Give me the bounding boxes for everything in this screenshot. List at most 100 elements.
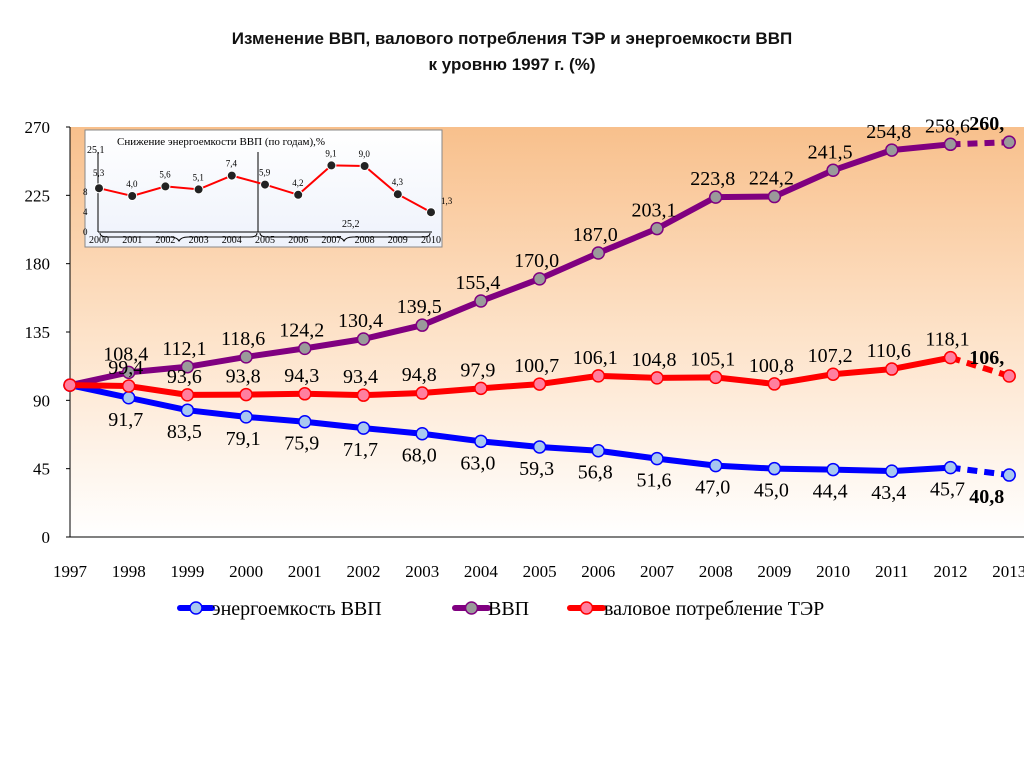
- inset-data-point: [94, 183, 104, 194]
- inset-x-tick-label: 2003: [189, 235, 209, 246]
- data-point: [532, 377, 547, 391]
- data-point: [180, 388, 195, 402]
- data-label: 51,6: [637, 470, 672, 492]
- data-point: [298, 341, 312, 356]
- series-line: [67, 354, 954, 399]
- inset-data-point: [226, 170, 237, 181]
- data-label: 91,7: [108, 409, 143, 431]
- data-point: [885, 362, 899, 376]
- data-label: 45,0: [754, 480, 789, 502]
- inset-data-label: 1,3: [441, 196, 453, 206]
- data-label: 106,: [969, 347, 1004, 369]
- x-tick-label: 2011: [875, 562, 908, 581]
- x-tick-label: 2002: [347, 562, 381, 581]
- data-label: 93,4: [343, 366, 378, 388]
- inset-y-tick-label: 4: [83, 207, 88, 217]
- inset-brace: [99, 232, 258, 243]
- data-point: [121, 391, 136, 405]
- inset-data-label: 4,0: [126, 179, 138, 189]
- data-point: [767, 461, 782, 476]
- data-label: 100,7: [514, 355, 559, 377]
- data-label: 203,1: [632, 200, 677, 222]
- inset-data-point: [160, 181, 171, 192]
- inset-x-tick-label: 2006: [288, 235, 308, 246]
- inset-x-tick-label: 2001: [122, 235, 142, 246]
- data-point: [943, 350, 958, 365]
- legend-label: энергоемкость ВВП: [212, 598, 382, 620]
- data-point: [239, 387, 253, 402]
- series-forecast-line: [950, 139, 1010, 148]
- data-point: [943, 460, 958, 475]
- inset-x-tick-label: 2000: [89, 235, 109, 246]
- data-point: [591, 246, 606, 260]
- inset-data-label: 9,0: [359, 149, 371, 159]
- data-point: [708, 370, 723, 385]
- x-tick-label: 2012: [934, 562, 968, 581]
- data-label: 79,1: [226, 428, 261, 450]
- y-tick-label: 135: [25, 323, 51, 342]
- data-point: [532, 272, 547, 286]
- data-point: [415, 386, 429, 400]
- data-point: [767, 377, 782, 391]
- data-label: 260,: [969, 113, 1004, 135]
- inset-data-label: 9,1: [325, 148, 336, 158]
- data-point: [298, 414, 312, 429]
- inset-x-tick-label: 2009: [388, 235, 408, 246]
- series-forecast-line: [949, 354, 1011, 379]
- legend-label: валовое потребление ТЭР: [604, 598, 824, 620]
- x-tick-label: 2004: [464, 562, 499, 581]
- inset-data-label: 5,3: [93, 168, 105, 178]
- data-point: [650, 371, 664, 385]
- data-point: [826, 367, 840, 381]
- data-label: 155,4: [455, 272, 500, 294]
- data-point: [298, 387, 312, 401]
- data-point: [474, 381, 488, 396]
- inset-data-label: 7,4: [226, 159, 238, 169]
- data-point: [591, 443, 606, 458]
- x-tick-label: 2000: [229, 562, 263, 581]
- data-point: [356, 421, 371, 435]
- series-line: [67, 141, 954, 389]
- inset-x-tick-label: 2002: [155, 235, 175, 246]
- data-point: [650, 221, 664, 236]
- legend-marker: [189, 601, 203, 615]
- data-point: [474, 434, 488, 449]
- data-point: [180, 403, 195, 417]
- data-label: 40,8: [969, 486, 1004, 508]
- data-label: 118,6: [221, 328, 265, 350]
- data-point: [708, 458, 723, 473]
- data-label: 94,3: [284, 365, 319, 387]
- x-tick-label: 1998: [112, 562, 146, 581]
- inset-x-tick-label: 2005: [255, 235, 275, 246]
- inset-data-label: 4,2: [292, 178, 303, 188]
- y-tick-label: 45: [33, 460, 50, 479]
- data-point: [356, 388, 371, 402]
- x-tick-label: 1997: [53, 562, 88, 581]
- x-tick-label: 2008: [699, 562, 733, 581]
- data-label: 112,1: [162, 338, 206, 360]
- chart-title-line-2: к уровню 1997 г. (%): [428, 55, 596, 74]
- chart-title-line-1: Изменение ВВП, валового потребления ТЭР …: [231, 29, 793, 48]
- data-point: [591, 369, 606, 383]
- inset-data-label: 5,6: [159, 169, 171, 179]
- data-label: 258,6: [925, 115, 970, 137]
- inset-brace: [259, 232, 431, 243]
- data-label: 100,8: [749, 355, 794, 377]
- inset-data-point: [392, 189, 403, 200]
- data-label: 47,0: [695, 477, 730, 499]
- inset-y-tick-label: 8: [83, 187, 88, 197]
- data-point: [239, 410, 253, 424]
- data-point: [121, 379, 136, 393]
- data-point: [532, 440, 547, 454]
- data-label: 130,4: [338, 310, 383, 332]
- inset-data-label: 5,1: [193, 172, 204, 182]
- data-point: [180, 360, 195, 374]
- data-point: [885, 143, 899, 157]
- data-label: 43,4: [871, 482, 906, 504]
- x-tick-label: 2005: [523, 562, 557, 581]
- x-tick-label: 2006: [581, 562, 615, 581]
- x-tick-label: 2001: [288, 562, 322, 581]
- x-tick-label: 2009: [757, 562, 791, 581]
- data-label: 118,1: [925, 329, 969, 351]
